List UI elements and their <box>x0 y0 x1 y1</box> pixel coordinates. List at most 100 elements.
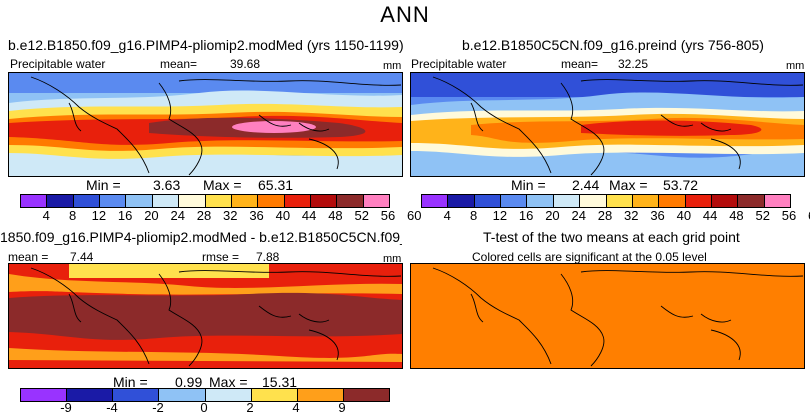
min-value-top-right: 2.44 <box>572 177 600 193</box>
colorbar-cell <box>632 195 660 207</box>
colorbar-cell <box>258 195 285 207</box>
colorbar-tick-label: 16 <box>117 208 133 223</box>
colorbar-cell <box>73 195 101 207</box>
colorbar-cell <box>553 195 581 207</box>
land-outline <box>432 76 804 176</box>
rmse-value-bottom-left: 7.88 <box>256 250 280 264</box>
colorbar-cell <box>284 195 311 207</box>
colorbar-cell <box>126 195 153 207</box>
colorbar-tick-label: -9 <box>60 400 72 415</box>
colorbar-tick-label: 32 <box>223 208 238 223</box>
contour-warm-pool <box>581 120 762 136</box>
contour-tropics-brown <box>9 292 402 340</box>
band-north-lat <box>411 73 804 97</box>
colorbar-tick-label: 32 <box>624 208 639 223</box>
colorbar-tick-label: -2 <box>152 400 164 415</box>
max-value-top-right: 53.72 <box>663 177 699 193</box>
map-bottom-left <box>8 263 403 369</box>
colorbar-cell <box>501 195 528 207</box>
colorbar-tick-label: 36 <box>249 208 264 223</box>
colorbar-cell <box>738 195 765 207</box>
colorbar-cell <box>179 195 206 207</box>
colorbar-tick-label: 48 <box>328 208 343 223</box>
colorbar-tick-label: 20 <box>144 208 159 223</box>
colorbar-tick-label: 36 <box>650 208 665 223</box>
colorbar-cell <box>113 389 160 401</box>
min-label-top-right: Min = <box>511 177 546 193</box>
colorbar-ticks-top-left: 4 8 12 16 20 24 28 32 36 40 44 48 52 56 60 <box>20 208 422 224</box>
colorbar-cell <box>422 195 449 207</box>
colorbar-top-left <box>20 194 390 208</box>
max-label-top-left: Max = <box>203 177 242 193</box>
colorbar-tick-label: 56 <box>380 208 396 223</box>
colorbar-cell <box>474 195 502 207</box>
colorbar-cell <box>606 195 633 207</box>
panel-title-top-right: b.e12.B1850C5CN.f09_g16.preind (yrs 756-… <box>462 37 764 53</box>
max-label-top-right: Max = <box>609 177 648 193</box>
colorbar-tick-label: 0 <box>200 400 208 415</box>
rmse-label-bottom-left: rmse = <box>202 250 240 264</box>
colorbar-tick-label: 52 <box>755 208 770 223</box>
mean-value-top-right: 32.25 <box>618 57 649 71</box>
mean-label-top-left: mean= <box>160 57 198 71</box>
colorbar-cell <box>343 389 389 401</box>
colorbar-tick-label: 20 <box>545 208 560 223</box>
max-label-bottom-left: Max = <box>209 374 248 390</box>
colorbar-cell <box>764 195 791 207</box>
min-label-top-left: Min = <box>86 177 121 193</box>
map-bottom-right <box>410 263 805 369</box>
colorbar-cell <box>100 195 127 207</box>
colorbar-tick-label: 2 <box>246 400 254 415</box>
colorbar-cell <box>337 195 364 207</box>
panel-title-top-left: b.e12.B1850.f09_g16.PIMP4-pliomip2.modMe… <box>8 37 404 53</box>
colorbar-tick-label: 44 <box>702 208 718 223</box>
variable-label-top-left: Precipitable water <box>10 57 106 71</box>
land-outline <box>432 267 804 367</box>
map-bottom-left-svg <box>9 264 402 368</box>
page-title: ANN <box>380 2 430 27</box>
colorbar-cell <box>310 195 338 207</box>
colorbar-tick-label: 44 <box>301 208 317 223</box>
colorbar-tick-label: 4 <box>443 208 451 223</box>
panel-title-bottom-left: 1850.f09_g16.PIMP4-pliomip2.modMed - b.e… <box>0 229 402 245</box>
units-top-left: mm <box>383 60 402 72</box>
land-outline <box>30 76 402 176</box>
colorbar-tick-label: 40 <box>676 208 692 223</box>
map-top-left-svg <box>9 73 402 176</box>
colorbar-tick-label: 12 <box>492 208 508 223</box>
colorbar-tick-label: 4 <box>292 400 300 415</box>
colorbar-tick-label: 24 <box>571 208 586 223</box>
colorbar-tick-label: 8 <box>469 208 478 223</box>
colorbar-cell <box>152 195 180 207</box>
panel-title-bottom-right: T-test of the two means at each grid poi… <box>483 229 740 245</box>
significance-fill <box>411 264 804 368</box>
colorbar-cell <box>527 195 554 207</box>
colorbar-cell <box>297 389 344 401</box>
colorbar-tick-label: 60 <box>407 208 422 223</box>
map-top-right <box>410 72 805 177</box>
colorbar-cell <box>47 195 74 207</box>
units-bottom-left: mm <box>383 253 402 265</box>
colorbar-bottom-left <box>20 388 390 402</box>
max-value-bottom-left: 15.31 <box>262 374 298 390</box>
colorbar-tick-label: 8 <box>68 208 77 223</box>
colorbar-tick-label: 24 <box>170 208 185 223</box>
colorbar-cell <box>448 195 475 207</box>
colorbar-cell <box>711 195 739 207</box>
variable-label-top-right: Precipitable water <box>411 57 507 71</box>
colorbar-tick-label: 4 <box>42 208 50 223</box>
colorbar-tick-label: 52 <box>354 208 369 223</box>
units-top-right: mm <box>786 60 805 72</box>
colorbar-cell <box>159 389 206 401</box>
map-top-right-svg <box>411 73 804 176</box>
colorbar-tick-label: -4 <box>106 400 118 415</box>
colorbar-tick-label: 16 <box>518 208 534 223</box>
panel-subtitle-bottom-right: Colored cells are significant at the 0.0… <box>472 250 707 264</box>
land-outline <box>30 267 402 367</box>
colorbar-cell <box>21 389 68 401</box>
mean-value-top-left: 39.68 <box>230 57 261 71</box>
colorbar-tick-label: 12 <box>91 208 107 223</box>
map-bottom-right-svg <box>411 264 804 368</box>
min-value-top-left: 3.63 <box>153 177 181 193</box>
colorbar-cell <box>205 389 252 401</box>
